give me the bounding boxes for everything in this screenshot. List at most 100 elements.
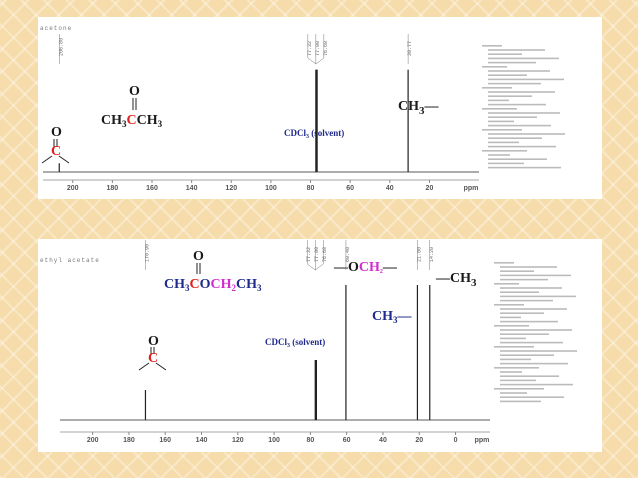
solvent-part: (solvent) bbox=[290, 337, 325, 347]
group-part: CH bbox=[372, 309, 393, 324]
formula-part: 3 bbox=[122, 119, 127, 129]
x-tick-label: 60 bbox=[343, 437, 351, 444]
spectrum-panel bbox=[38, 239, 602, 452]
parameter-text bbox=[488, 91, 555, 93]
group-part: — bbox=[397, 309, 413, 324]
solvent-label: CDCl3 (solvent) bbox=[284, 128, 344, 140]
parameter-text bbox=[482, 129, 522, 131]
parameter-text bbox=[494, 283, 519, 285]
peak-label: 77.32 bbox=[306, 247, 312, 262]
carbonyl-oxygen: O bbox=[148, 334, 159, 349]
parameter-text bbox=[500, 371, 522, 373]
x-tick-label: 60 bbox=[346, 185, 354, 192]
parameter-text bbox=[494, 367, 539, 369]
x-tick-label: 0 bbox=[454, 437, 458, 444]
formula-part: CH bbox=[137, 113, 158, 128]
x-tick-label: 80 bbox=[307, 185, 315, 192]
parameter-text bbox=[482, 150, 527, 152]
formula-part: CH bbox=[211, 277, 232, 292]
x-tick-label: 180 bbox=[107, 185, 119, 192]
formula-part: CH bbox=[236, 277, 257, 292]
x-tick-label: 120 bbox=[232, 437, 244, 444]
parameter-text bbox=[494, 325, 529, 327]
peak-label: 77.00 bbox=[314, 247, 320, 262]
formula: CH3COCH2CH3 bbox=[164, 277, 262, 293]
x-tick-label: 160 bbox=[159, 437, 171, 444]
carbonyl-carbon: C bbox=[51, 144, 61, 159]
group-part: — bbox=[382, 260, 398, 275]
parameter-text bbox=[488, 116, 537, 118]
formula-part: 3 bbox=[158, 119, 163, 129]
parameter-text bbox=[500, 392, 527, 394]
carbonyl-bond bbox=[41, 155, 53, 164]
parameter-text bbox=[482, 108, 517, 110]
carbonyl-bond bbox=[58, 155, 70, 164]
parameter-text bbox=[488, 162, 524, 165]
peak-label: 77.00 bbox=[315, 41, 321, 56]
formula-part: CH bbox=[101, 113, 122, 128]
carbonyl-bond bbox=[155, 362, 167, 371]
parameter-text bbox=[488, 145, 556, 148]
formula-part: CH bbox=[164, 277, 185, 292]
label-leader bbox=[315, 57, 325, 65]
parameter-text bbox=[500, 379, 536, 382]
x-tick-label: 140 bbox=[196, 437, 208, 444]
parameter-text bbox=[488, 133, 565, 135]
peak-label: 76.68 bbox=[322, 247, 328, 262]
parameter-text bbox=[500, 350, 577, 352]
peak-label: 60.40 bbox=[345, 247, 351, 262]
parameter-text bbox=[482, 66, 507, 68]
parameter-text bbox=[488, 124, 551, 127]
parameter-text bbox=[488, 61, 536, 64]
formula-part: C bbox=[190, 277, 200, 292]
x-tick-label: 100 bbox=[265, 185, 277, 192]
parameter-text bbox=[500, 354, 554, 356]
parameter-text bbox=[488, 57, 559, 60]
formula-part: C bbox=[127, 113, 137, 128]
parameter-text bbox=[494, 262, 514, 264]
spectrum-name: acetone bbox=[40, 25, 72, 32]
parameter-text bbox=[500, 400, 541, 403]
parameter-text bbox=[500, 333, 549, 335]
peak-label: 170.90 bbox=[144, 244, 150, 262]
parameter-text bbox=[482, 87, 512, 89]
parameter-text bbox=[488, 95, 532, 97]
carbonyl-carbon: C bbox=[148, 351, 158, 366]
solvent-part: 3 bbox=[287, 343, 290, 349]
group-part: 3 bbox=[393, 315, 398, 325]
parameter-text bbox=[500, 312, 544, 314]
parameter-text bbox=[488, 99, 509, 102]
group-part: — bbox=[424, 99, 440, 114]
solvent-part: 3 bbox=[306, 134, 309, 140]
parameter-text bbox=[500, 308, 567, 310]
parameter-text bbox=[500, 329, 572, 331]
parameter-text bbox=[488, 53, 522, 55]
x-tick-label: 100 bbox=[268, 437, 280, 444]
peak-label: 76.68 bbox=[323, 41, 329, 56]
x-tick-label: 180 bbox=[123, 437, 135, 444]
parameter-text bbox=[500, 320, 558, 323]
formula-part: 2 bbox=[232, 283, 237, 293]
parameter-text bbox=[488, 137, 542, 139]
group-label: —OCH2— bbox=[333, 260, 398, 275]
group-part: 3 bbox=[471, 277, 477, 289]
label-leader bbox=[307, 57, 317, 65]
parameter-text bbox=[500, 287, 562, 289]
parameter-text bbox=[500, 299, 553, 302]
parameter-text bbox=[488, 120, 514, 123]
formula-part: 3 bbox=[257, 283, 262, 293]
parameter-text bbox=[488, 112, 560, 114]
parameter-text bbox=[488, 141, 519, 144]
parameter-text bbox=[500, 396, 564, 398]
parameter-text bbox=[494, 388, 544, 390]
x-unit: ppm bbox=[464, 185, 479, 192]
solvent-part: CDCl bbox=[284, 128, 306, 138]
carbonyl-oxygen: O bbox=[51, 125, 62, 140]
spectrum-name: ethyl acetate bbox=[40, 257, 100, 264]
formula-part: 3 bbox=[185, 283, 190, 293]
label-leader bbox=[315, 263, 324, 271]
peak-label: 14.20 bbox=[429, 247, 435, 262]
group-part: 2 bbox=[380, 269, 383, 275]
parameter-text bbox=[500, 362, 568, 365]
